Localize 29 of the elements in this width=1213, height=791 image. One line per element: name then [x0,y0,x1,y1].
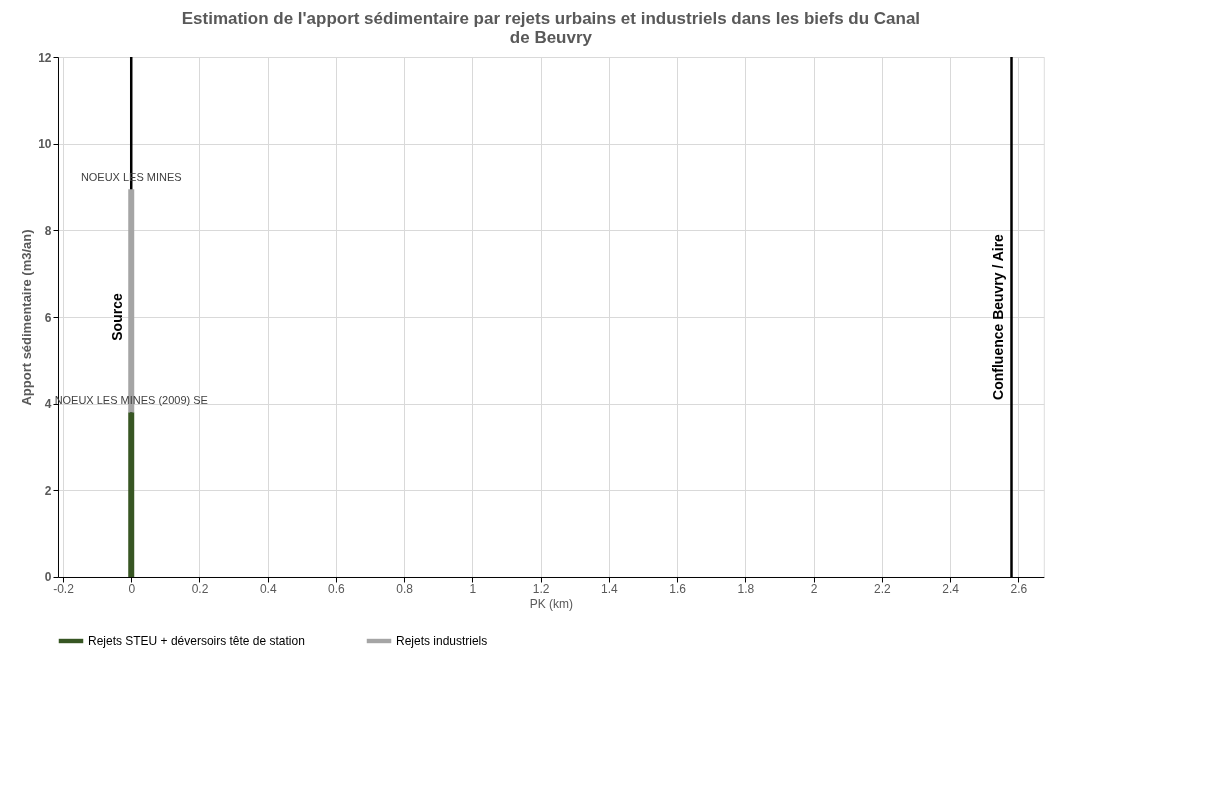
x-axis-title: PK (km) [529,597,574,612]
y-tick-label: 2 [44,483,52,498]
x-tick-label: 2.2 [874,582,892,597]
x-tick-label: 1.6 [669,582,687,597]
y-tick-label: 0 [44,570,52,585]
legend-label: Rejets industriels [396,634,488,648]
y-tick-label: 4 [44,397,52,412]
x-tick-label: 1 [469,582,477,597]
x-tick-label: 0.4 [259,582,277,597]
x-tick-label: 1.4 [601,582,619,597]
x-tick-label: 1.8 [737,582,755,597]
x-tick-label: -0.2 [53,582,75,597]
chart-title: Estimation de l'apport sédimentaire par rejets urbains et industriels dans les biefs du Canal de Beuvry [181,9,921,47]
y-tick-label: 6 [44,310,52,325]
x-tick-label: 0.8 [396,582,414,597]
x-tick-label: 1.2 [532,582,550,597]
x-tick-label: 0 [128,582,136,597]
y-tick-label: 10 [38,137,52,152]
x-tick-label: 0.6 [328,582,346,597]
x-tick-label: 0.2 [191,582,209,597]
legend-label: Rejets STEU + déversoirs tête de station [88,634,305,648]
y-tick-label: 12 [38,50,52,65]
x-tick-label: 2.6 [1010,582,1028,597]
y-tick-label: 8 [44,223,52,238]
ref-line-label: Confluence Beuvry / Aire [989,233,1006,400]
x-tick-label: 2.4 [942,582,960,597]
y-axis-title: Apport sédimentaire (m3/an) [19,229,35,406]
x-tick-label: 2 [810,582,818,597]
ref-line-label: Source [109,293,126,341]
